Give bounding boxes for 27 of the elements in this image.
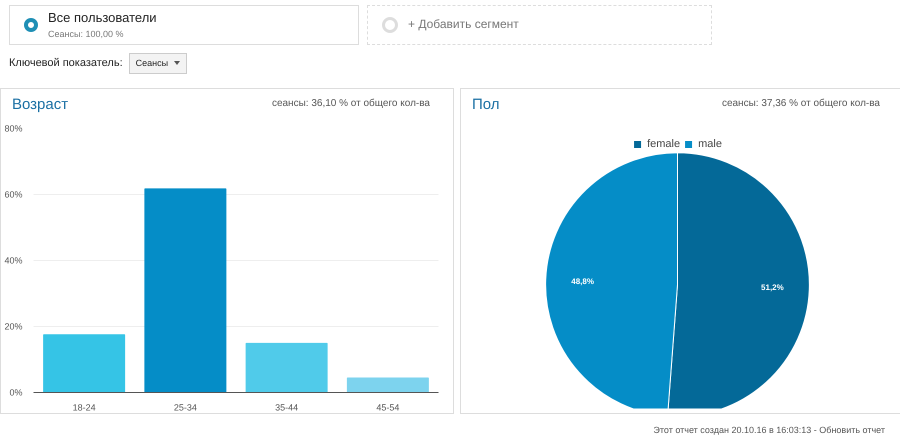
data-label: 48,8% — [571, 277, 594, 286]
text: Ключевой показатель: — [9, 56, 123, 69]
y-tick-label: 60% — [4, 190, 22, 200]
text: Этот отчет создан 20.10.16 в 16:03:13 - Обновить отчет — [652, 424, 885, 437]
text: Сеансы: 100,00 % — [48, 28, 124, 41]
x-tick-label: 25-34 — [174, 402, 197, 412]
legend-label: female — [647, 138, 680, 150]
bar — [346, 377, 429, 392]
x-tick-label: 45-54 — [376, 402, 400, 412]
chart-title: Пол — [472, 95, 500, 115]
data-label: 51,2% — [761, 283, 784, 292]
y-tick-label: 20% — [4, 322, 22, 332]
y-tick-label: 0% — [9, 388, 23, 398]
bar — [144, 188, 226, 392]
chart-subtitle: сеансы: 37,36 % от общего кол-ва — [722, 97, 880, 111]
legend-label: male — [698, 138, 722, 150]
chart-subtitle: сеансы: 36,10 % от общего кол-ва — [272, 97, 430, 111]
bar — [43, 334, 126, 392]
chart-title: Возраст — [12, 95, 68, 115]
y-tick-label: 80% — [4, 124, 22, 134]
text: Сеансы — [128, 53, 188, 74]
x-tick-label: 35-44 — [275, 402, 298, 412]
text: Все пользователи — [48, 9, 157, 28]
text: + Добавить сегмент — [408, 16, 519, 34]
y-tick-label: 40% — [4, 256, 22, 266]
bar — [246, 342, 328, 392]
x-tick-label: 18-24 — [72, 402, 96, 412]
